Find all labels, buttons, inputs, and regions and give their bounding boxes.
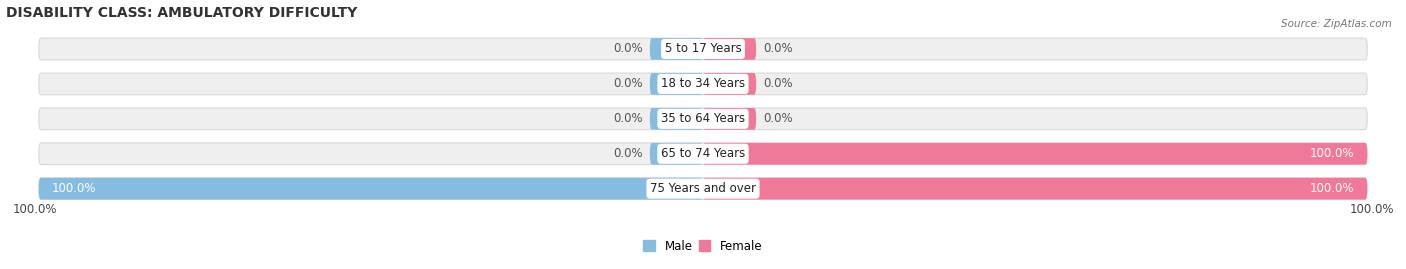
Text: DISABILITY CLASS: AMBULATORY DIFFICULTY: DISABILITY CLASS: AMBULATORY DIFFICULTY [6,6,357,20]
Text: 0.0%: 0.0% [613,147,643,160]
Text: 0.0%: 0.0% [763,43,793,55]
Text: 0.0%: 0.0% [613,77,643,90]
FancyBboxPatch shape [39,73,1367,95]
Text: 100.0%: 100.0% [1309,182,1354,195]
FancyBboxPatch shape [703,73,756,95]
FancyBboxPatch shape [39,108,1367,130]
Text: Source: ZipAtlas.com: Source: ZipAtlas.com [1281,19,1392,29]
Text: 18 to 34 Years: 18 to 34 Years [661,77,745,90]
Text: 35 to 64 Years: 35 to 64 Years [661,112,745,125]
Text: 0.0%: 0.0% [763,77,793,90]
Text: 100.0%: 100.0% [52,182,97,195]
Text: 5 to 17 Years: 5 to 17 Years [665,43,741,55]
Text: 100.0%: 100.0% [1350,203,1393,216]
Text: 100.0%: 100.0% [1309,147,1354,160]
FancyBboxPatch shape [650,143,703,165]
FancyBboxPatch shape [703,38,756,60]
FancyBboxPatch shape [39,143,1367,165]
FancyBboxPatch shape [39,178,1367,200]
Text: 75 Years and over: 75 Years and over [650,182,756,195]
Text: 65 to 74 Years: 65 to 74 Years [661,147,745,160]
FancyBboxPatch shape [39,178,703,200]
Text: 0.0%: 0.0% [613,43,643,55]
Text: 0.0%: 0.0% [763,112,793,125]
FancyBboxPatch shape [39,38,1367,60]
FancyBboxPatch shape [650,73,703,95]
FancyBboxPatch shape [650,108,703,130]
FancyBboxPatch shape [650,38,703,60]
FancyBboxPatch shape [703,108,756,130]
Legend: Male, Female: Male, Female [638,235,768,257]
Text: 100.0%: 100.0% [13,203,56,216]
FancyBboxPatch shape [703,143,1367,165]
Text: 0.0%: 0.0% [613,112,643,125]
FancyBboxPatch shape [703,178,1367,200]
